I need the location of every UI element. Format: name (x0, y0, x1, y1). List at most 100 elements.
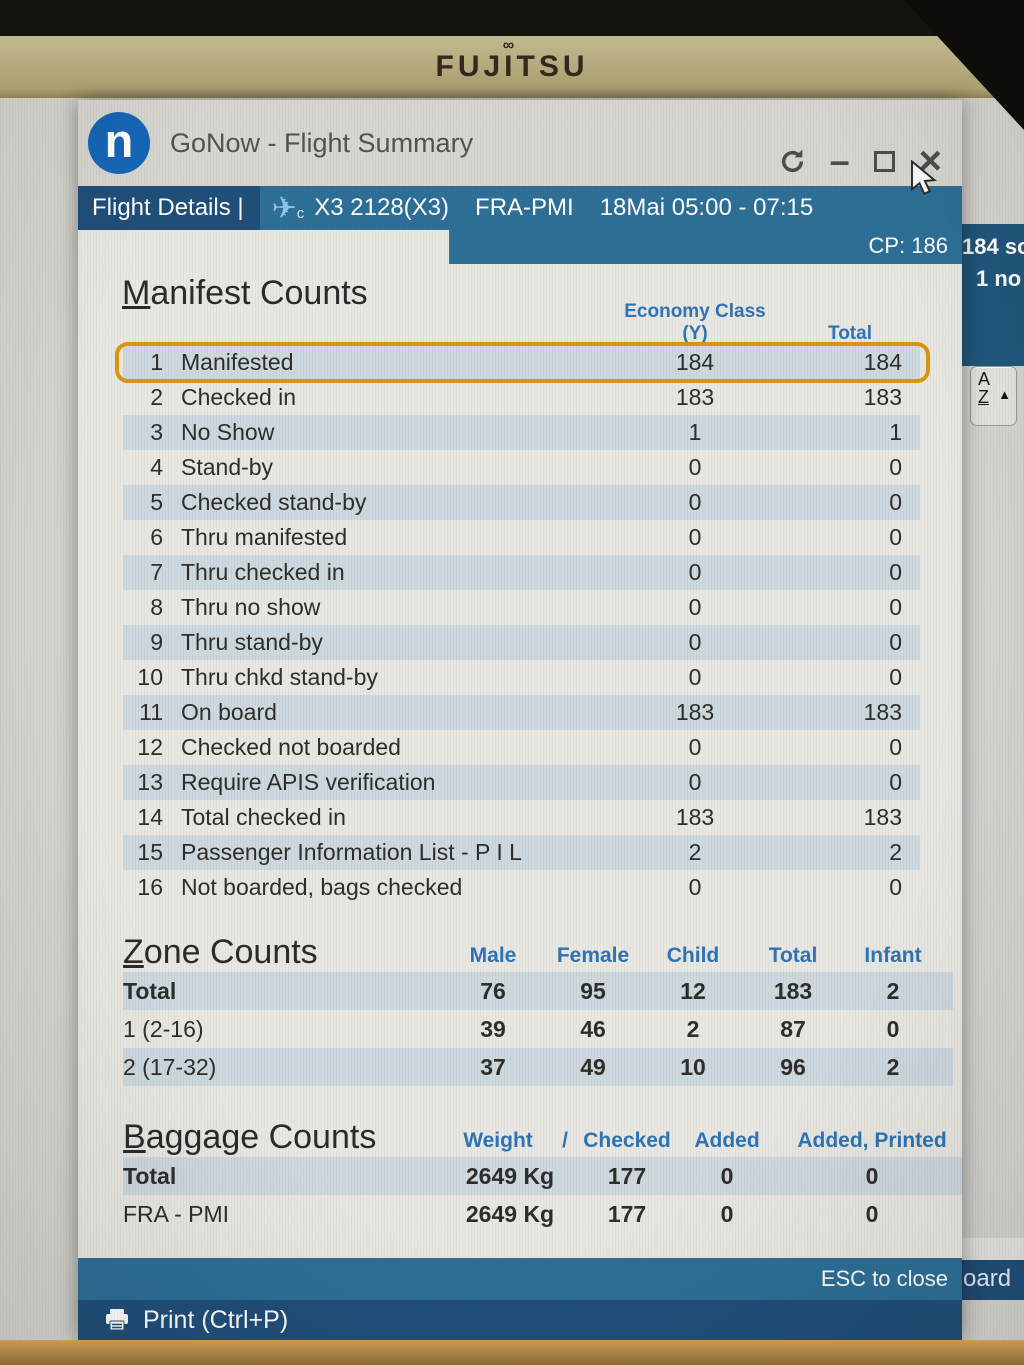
row-label: Stand-by (181, 454, 274, 480)
row-num: 15 (137, 839, 163, 865)
row-economy: 0 (688, 734, 702, 760)
manifest-row[interactable]: 5 Checked stand-by 0 0 (123, 485, 920, 520)
airplane-carrier-sub: c (296, 204, 305, 222)
row-label: Thru checked in (181, 559, 345, 585)
row-label: No Show (181, 419, 275, 445)
flight-number: X3 2128(X3) (314, 194, 450, 221)
row-total: 2 (889, 839, 902, 865)
manifest-row[interactable]: 8 Thru no show 0 0 (123, 590, 920, 625)
row-economy: 0 (688, 769, 702, 795)
manifest-row[interactable]: 7 Thru checked in 0 0 (123, 555, 920, 590)
manifest-row[interactable]: 4 Stand-by 0 0 (123, 450, 920, 485)
manifest-row[interactable]: 14 Total checked in 183 183 (123, 800, 920, 835)
row-label: Total (123, 1163, 177, 1189)
mouse-cursor (911, 160, 937, 196)
column-infant: Infant (864, 944, 922, 967)
manifest-row[interactable]: 12 Checked not boarded 0 0 (123, 730, 920, 765)
added-printed-value: 0 (865, 1163, 879, 1189)
added-printed-value: 0 (865, 1201, 879, 1227)
row-label: Total checked in (181, 804, 346, 830)
row-total: 1 (889, 419, 902, 445)
zone-counts-title: Zone Counts (123, 933, 318, 971)
row-total: 183 (863, 384, 902, 410)
print-button[interactable]: Print (Ctrl+P) (78, 1300, 962, 1340)
row-economy: 2 (688, 839, 702, 865)
row-label: Total (123, 978, 177, 1004)
window-title: GoNow - Flight Summary (170, 127, 474, 158)
manifest-row[interactable]: 2 Checked in 183 183 (123, 380, 920, 415)
cp-strip: CP: 186 (78, 230, 962, 264)
column-total: Total (828, 323, 872, 344)
child-value: 12 (680, 978, 706, 1004)
manifest-counts-title: Manifest Counts (122, 274, 368, 312)
manifest-header-row: Economy Class (Y) Total (123, 301, 920, 345)
sort-az-button[interactable]: A Z ▲ (970, 366, 1017, 426)
monitor-bezel-bottom (0, 1340, 1024, 1365)
row-economy: 0 (688, 664, 702, 690)
manifest-row[interactable]: 15 Passenger Information List - P I L 2 … (123, 835, 920, 870)
manifest-row[interactable]: 16 Not boarded, bags checked 0 0 (123, 870, 920, 905)
flight-details-label: Flight Details | (78, 186, 260, 230)
printer-icon (106, 1309, 128, 1331)
sort-up-icon: ▲ (998, 387, 1011, 402)
row-economy: 0 (688, 524, 702, 550)
row-economy: 183 (675, 384, 715, 410)
row-num: 7 (150, 559, 163, 585)
divider-strip (962, 1238, 1024, 1260)
manifest-row[interactable]: 9 Thru stand-by 0 0 (123, 625, 920, 660)
board-button-partial[interactable]: oard (962, 1260, 1024, 1300)
total-value: 96 (780, 1054, 806, 1080)
flight-stats-panel: 184 sol 1 no (962, 224, 1024, 366)
maximize-button[interactable] (873, 150, 895, 172)
male-value: 76 (480, 978, 506, 1004)
summary-content: Manifest Counts Economy Class (Y) Total … (78, 264, 962, 1258)
row-num: 9 (150, 629, 163, 655)
row-total: 0 (889, 664, 902, 690)
manifest-row[interactable]: 3 No Show 1 1 (123, 415, 920, 450)
added-value: 0 (720, 1163, 734, 1189)
zone-row: Total 76 95 12 183 2 (123, 972, 953, 1010)
manifest-row[interactable]: 10 Thru chkd stand-by 0 0 (123, 660, 920, 695)
esc-to-close-bar: ESC to close (78, 1258, 962, 1300)
row-label: Thru no show (181, 594, 321, 620)
print-label: Print (Ctrl+P) (143, 1305, 289, 1334)
row-label: 2 (17-32) (123, 1054, 217, 1080)
sold-count-label: 184 sol (962, 234, 1024, 259)
row-num: 10 (137, 664, 163, 690)
row-economy: 1 (688, 419, 702, 445)
row-total: 0 (889, 769, 902, 795)
row-num: 14 (137, 804, 163, 830)
row-num: 6 (150, 524, 163, 550)
row-total: 0 (889, 629, 902, 655)
flight-route: FRA-PMI (475, 194, 574, 221)
column-male: Male (469, 944, 517, 967)
female-value: 46 (580, 1016, 606, 1042)
row-label: Not boarded, bags checked (181, 874, 463, 900)
row-economy: 0 (688, 559, 702, 585)
manifest-row-selected[interactable]: 1 Manifested 184 184 (115, 342, 930, 383)
row-total: 0 (889, 524, 902, 550)
row-total: 0 (889, 489, 902, 515)
column-weight: Weight (463, 1129, 533, 1152)
column-total: Total (768, 944, 818, 967)
gonow-flight-summary-window: n GoNow - Flight Summary – × Flight Deta… (78, 100, 962, 1340)
flight-info: X3 2128(X3) FRA-PMI 18Mai 05:00 - 07:15 (314, 194, 813, 222)
refresh-icon[interactable] (779, 148, 806, 175)
baggage-header-row: Baggage Counts Weight / Checked Added Ad… (123, 1118, 962, 1157)
weight-value: 2649 Kg (465, 1163, 555, 1189)
row-num: 2 (150, 384, 163, 410)
minimize-button[interactable]: – (829, 140, 850, 181)
row-total: 0 (889, 454, 902, 480)
airplane-icon: ✈c (271, 191, 305, 225)
row-economy: 0 (688, 489, 702, 515)
infant-value: 2 (886, 1054, 900, 1080)
row-label: Checked in (181, 384, 297, 410)
manifest-row[interactable]: 11 On board 183 183 (123, 695, 920, 730)
total-value: 87 (780, 1016, 806, 1042)
manifest-row[interactable]: 6 Thru manifested 0 0 (123, 520, 920, 555)
row-economy: 0 (688, 454, 702, 480)
column-added: Added (694, 1129, 760, 1152)
sort-a-label: A (978, 369, 991, 389)
manifest-row[interactable]: 13 Require APIS verification 0 0 (123, 765, 920, 800)
